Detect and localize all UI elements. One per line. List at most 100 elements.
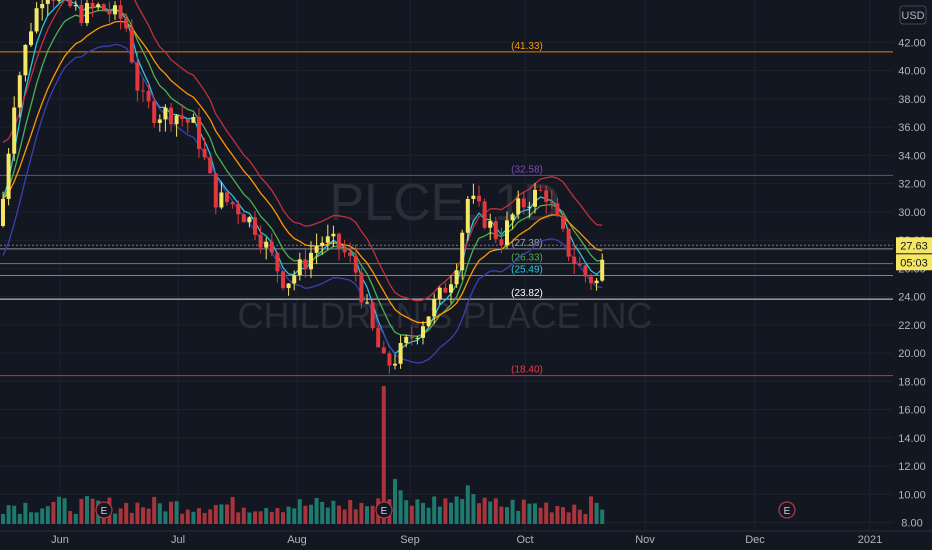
volume-bar bbox=[449, 502, 453, 524]
candle-body bbox=[314, 245, 319, 253]
volume-bar bbox=[208, 509, 213, 524]
candle-body bbox=[398, 342, 403, 364]
candle bbox=[572, 244, 577, 274]
candle bbox=[281, 270, 285, 291]
volume-bar bbox=[505, 507, 509, 524]
y-tick-label: 42.00 bbox=[898, 37, 926, 49]
candle-body bbox=[432, 299, 437, 317]
candle bbox=[113, 1, 117, 20]
candle bbox=[583, 263, 588, 283]
candle bbox=[29, 22, 33, 47]
level-label: (23.82) bbox=[511, 288, 543, 299]
ema-upper-band bbox=[2, 0, 603, 302]
candle bbox=[482, 198, 487, 230]
candle-body bbox=[129, 28, 134, 63]
candle-body bbox=[96, 4, 101, 8]
volume-bar bbox=[320, 501, 325, 524]
candle bbox=[157, 114, 162, 132]
candle-body bbox=[482, 201, 487, 228]
level-label: (25.49) bbox=[511, 265, 543, 276]
candle bbox=[600, 253, 605, 282]
candle bbox=[12, 96, 17, 162]
candle bbox=[269, 233, 274, 257]
time-axis[interactable]: Jun Jul Aug Sep Oct Nov Dec 2021 bbox=[0, 530, 932, 546]
volume-bar bbox=[292, 508, 297, 524]
candle bbox=[359, 267, 364, 309]
candle-body bbox=[348, 252, 353, 256]
volume-bar bbox=[426, 507, 431, 524]
candle bbox=[544, 185, 549, 214]
volume-bar bbox=[303, 505, 308, 524]
volume-bar bbox=[152, 496, 157, 524]
price-badges: 27.63 05:03 bbox=[896, 237, 932, 271]
candle bbox=[533, 183, 537, 214]
candle bbox=[426, 316, 431, 327]
volume-bar bbox=[583, 513, 588, 524]
level-label: (26.33) bbox=[511, 253, 543, 264]
volume-bar bbox=[29, 512, 33, 524]
x-tick-label: 2021 bbox=[858, 534, 882, 546]
x-tick-label: Jun bbox=[51, 534, 69, 546]
earnings-marker-label: E bbox=[381, 506, 388, 517]
volume-bar bbox=[409, 505, 414, 524]
volume-bar bbox=[488, 501, 493, 524]
volume-bar bbox=[191, 511, 196, 524]
volume-bar bbox=[309, 504, 313, 524]
candle bbox=[202, 137, 207, 161]
candle-body bbox=[320, 242, 325, 246]
candle bbox=[521, 191, 526, 215]
x-tick-label: Nov bbox=[635, 534, 655, 546]
volume-bars bbox=[1, 386, 605, 524]
candle-body bbox=[555, 203, 560, 217]
y-tick-label: 30.00 bbox=[898, 207, 926, 219]
candle bbox=[589, 273, 593, 290]
candle bbox=[247, 216, 252, 228]
candle bbox=[68, 0, 73, 9]
volume-bar bbox=[404, 500, 409, 524]
candle bbox=[286, 283, 291, 296]
candle-body bbox=[107, 10, 112, 15]
candle bbox=[45, 0, 50, 17]
volume-bar bbox=[174, 501, 179, 524]
volume-bar bbox=[493, 498, 498, 524]
candle bbox=[180, 104, 185, 127]
candle-body bbox=[174, 115, 179, 125]
candle-body bbox=[180, 115, 185, 120]
y-tick-label: 10.00 bbox=[898, 489, 926, 501]
volume-bar bbox=[180, 513, 185, 524]
candle bbox=[443, 282, 448, 294]
candle bbox=[555, 197, 560, 218]
candle-body bbox=[169, 107, 173, 125]
candle bbox=[577, 256, 582, 267]
candle-body bbox=[253, 217, 257, 235]
level-label: (18.40) bbox=[511, 365, 543, 376]
volume-bar bbox=[499, 506, 504, 524]
candle-body bbox=[281, 271, 285, 289]
countdown-badge: 05:03 bbox=[896, 254, 932, 271]
volume-bar bbox=[415, 499, 420, 524]
candle-body bbox=[79, 4, 84, 24]
candle bbox=[454, 263, 459, 288]
volume-bar bbox=[269, 511, 274, 524]
candle-body bbox=[146, 91, 151, 102]
volume-bar bbox=[225, 504, 229, 524]
candle bbox=[538, 184, 543, 192]
candle-body bbox=[191, 117, 196, 123]
last-price-value: 27.63 bbox=[900, 240, 928, 252]
candle bbox=[118, 0, 123, 30]
candle bbox=[241, 212, 246, 223]
candle bbox=[409, 325, 414, 346]
candle-body bbox=[23, 44, 28, 76]
candle-body bbox=[510, 214, 515, 221]
candle bbox=[73, 0, 78, 11]
price-axis[interactable]: 42.0040.0038.0036.0034.0032.0030.0028.00… bbox=[898, 5, 927, 530]
candle-body bbox=[342, 248, 347, 253]
candle-body bbox=[6, 153, 11, 199]
candle-body bbox=[202, 149, 207, 158]
volume-bar bbox=[236, 512, 241, 524]
candle bbox=[353, 244, 358, 282]
ema-lower-band bbox=[2, 43, 603, 364]
candle bbox=[258, 225, 263, 254]
y-tick-label: 14.00 bbox=[898, 433, 926, 445]
